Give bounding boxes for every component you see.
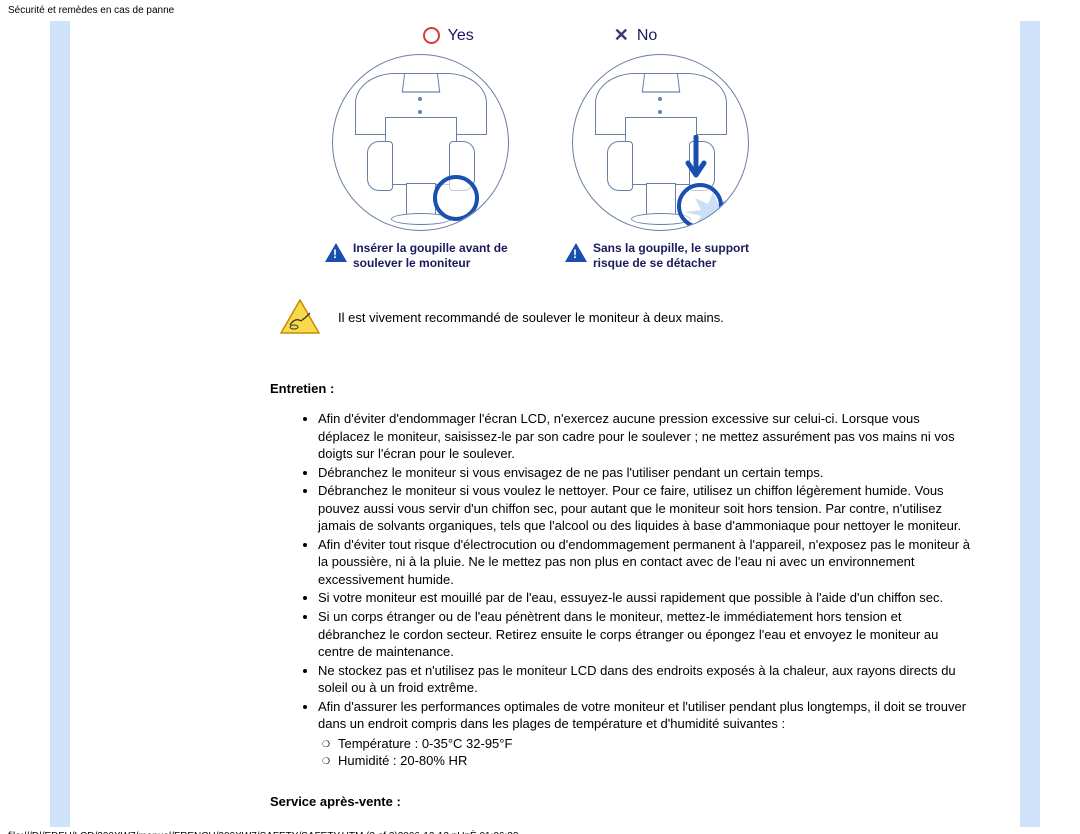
sub-list-item: Température : 0-35°C 32-95°F: [338, 735, 970, 753]
left-gutter: [0, 21, 50, 827]
list-item: Ne stockez pas et n'utilisez pas le moni…: [318, 662, 970, 697]
recommendation-row: Il est vivement recommandé de soulever l…: [280, 299, 1010, 335]
circle-icon: [423, 27, 440, 44]
yes-text: Yes: [448, 27, 474, 45]
heading-entretien: Entretien :: [270, 381, 1010, 396]
no-label: ✕ No: [614, 25, 658, 46]
recommendation-text: Il est vivement recommandé de soulever l…: [338, 310, 724, 325]
list-item: Débranchez le moniteur si vous voulez le…: [318, 482, 970, 535]
entretien-list: Afin d'éviter d'endommager l'écran LCD, …: [300, 410, 970, 770]
list-item: Débranchez le moniteur si vous envisagez…: [318, 464, 970, 482]
list-item: Si un corps étranger ou de l'eau pénètre…: [318, 608, 970, 661]
yes-no-row: Yes ✕ No: [70, 25, 1010, 46]
warning-icon: [325, 243, 347, 262]
x-icon: ✕: [614, 25, 629, 46]
sidebar-right: [1020, 21, 1040, 827]
caption-yes: Insérer la goupille avant de soulever le…: [325, 241, 515, 271]
diagram-yes-image: [332, 54, 509, 231]
arrow-down-icon: [685, 135, 707, 185]
diagram-row: Insérer la goupille avant de soulever le…: [70, 54, 1010, 271]
sub-list-item: Humidité : 20-80% HR: [338, 752, 970, 770]
list-item: Afin d'éviter tout risque d'électrocutio…: [318, 536, 970, 589]
diagram-yes: Insérer la goupille avant de soulever le…: [325, 54, 515, 271]
sub-list: Température : 0-35°C 32-95°F Humidité : …: [318, 735, 970, 770]
no-text: No: [637, 27, 657, 45]
sidebar-left: [50, 21, 70, 827]
heading-service: Service après-vente :: [270, 794, 1010, 809]
page-body: Yes ✕ No: [0, 21, 1080, 827]
list-item-text: Afin d'assurer les performances optimale…: [318, 699, 966, 732]
footer-path: file:///D|/EDFU/LCD/200XW7/manual/FRENCH…: [0, 827, 1080, 834]
warning-icon: [565, 243, 587, 262]
yes-label: Yes: [423, 25, 474, 46]
diagram-no: Sans la goupille, le support risque de s…: [565, 54, 755, 271]
content-area: Yes ✕ No: [70, 21, 1020, 827]
caption-no: Sans la goupille, le support risque de s…: [565, 241, 755, 271]
caption-no-text: Sans la goupille, le support risque de s…: [593, 241, 755, 271]
list-item: Si votre moniteur est mouillé par de l'e…: [318, 589, 970, 607]
page-title-path: Sécurité et remèdes en cas de panne: [0, 0, 1080, 21]
warning-icon: [280, 299, 320, 335]
list-item: Afin d'éviter d'endommager l'écran LCD, …: [318, 410, 970, 463]
diagram-no-image: [572, 54, 749, 231]
caption-yes-text: Insérer la goupille avant de soulever le…: [353, 241, 515, 271]
list-item: Afin d'assurer les performances optimale…: [318, 698, 970, 770]
